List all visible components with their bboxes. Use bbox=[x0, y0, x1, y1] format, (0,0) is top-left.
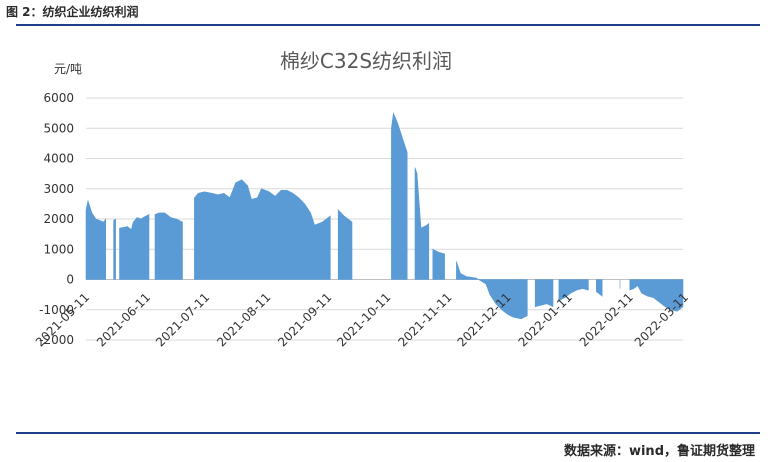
chart-area: 棉纱C32S纺织利润 元/吨 -2000 -1000 0 1000 2000 3000 40… bbox=[33, 49, 691, 349]
area-segment bbox=[558, 279, 589, 302]
x-tick-label: 2021-07-11 bbox=[153, 290, 212, 349]
area-segment bbox=[432, 248, 445, 280]
series-area bbox=[85, 111, 684, 320]
x-tick-label: 2021-12-11 bbox=[455, 290, 514, 349]
x-tick-label: 2021-08-11 bbox=[214, 290, 273, 349]
footer-rule bbox=[16, 432, 760, 434]
y-axis-ticks: -2000 -1000 0 1000 2000 3000 4000 5000 6000 bbox=[39, 91, 74, 347]
area-segment bbox=[534, 279, 554, 308]
y-tick-label: 3000 bbox=[43, 182, 74, 196]
area-segment bbox=[414, 167, 430, 280]
gridlines bbox=[86, 97, 683, 341]
chart-title: 棉纱C32S纺织利润 bbox=[280, 49, 452, 73]
x-tick-label: 2021-09-11 bbox=[275, 290, 334, 349]
area-segment bbox=[337, 209, 353, 280]
y-tick-label: 4000 bbox=[43, 152, 74, 166]
area-segment bbox=[119, 214, 150, 280]
area-segment bbox=[596, 279, 603, 297]
y-tick-label: -1000 bbox=[39, 303, 74, 317]
area-segment bbox=[391, 111, 408, 280]
source-note: 数据来源：wind，鲁证期货整理 bbox=[563, 444, 755, 459]
y-tick-label: 5000 bbox=[43, 121, 74, 135]
area-segment bbox=[194, 179, 331, 280]
x-tick-label: 2022-02-11 bbox=[577, 290, 636, 349]
y-tick-label: 2000 bbox=[43, 212, 74, 226]
x-axis-ticks: 2021-05-11 2021-06-11 2021-07-11 2021-08-11… bbox=[33, 290, 691, 349]
y-tick-label: 1000 bbox=[43, 242, 74, 256]
y-axis-unit: 元/吨 bbox=[54, 62, 82, 76]
x-tick-label: 2021-11-11 bbox=[395, 290, 454, 349]
area-segment bbox=[456, 261, 528, 320]
figure-caption: 图 2：纺织企业纺织利润 bbox=[6, 5, 139, 19]
header-rule bbox=[16, 24, 760, 26]
area-segment bbox=[154, 212, 183, 280]
y-tick-label: -2000 bbox=[39, 333, 74, 347]
y-tick-label: 6000 bbox=[43, 91, 74, 105]
area-segment bbox=[113, 218, 116, 280]
area-segment bbox=[85, 199, 106, 280]
x-tick-label: 2021-10-11 bbox=[334, 290, 393, 349]
area-segment bbox=[629, 279, 684, 312]
x-tick-label: 2021-06-11 bbox=[94, 290, 153, 349]
y-tick-label: 0 bbox=[66, 273, 74, 287]
